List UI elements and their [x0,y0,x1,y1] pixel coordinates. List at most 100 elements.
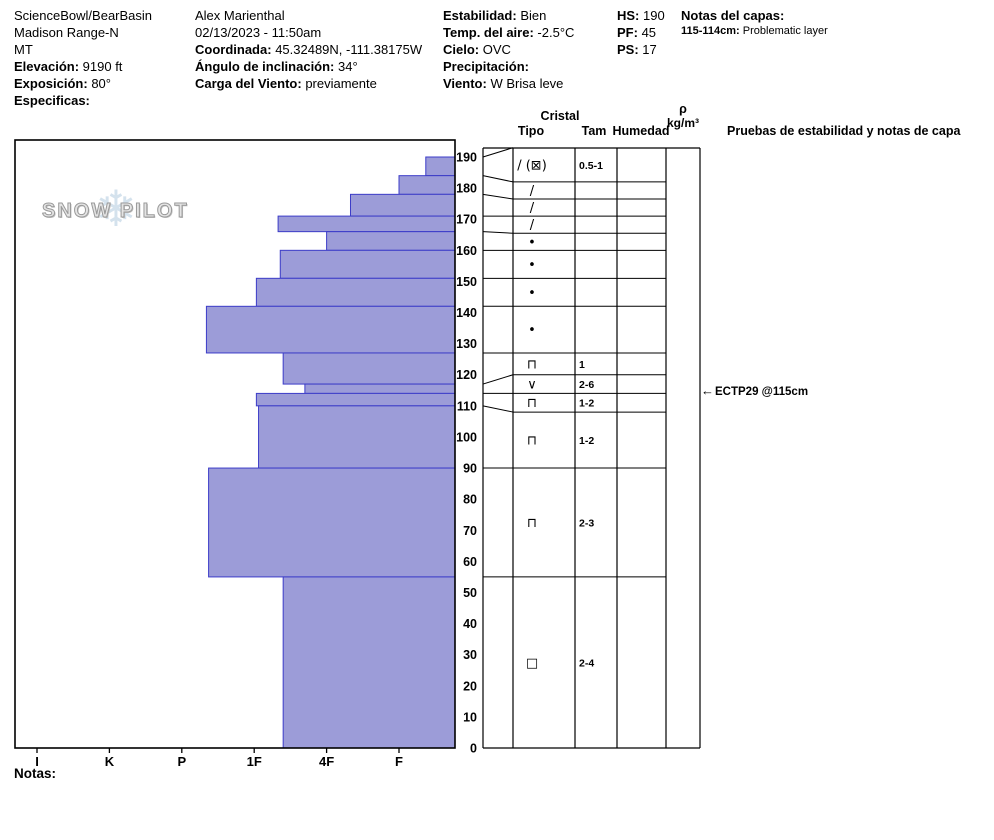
ect-result-text: ECTP29 @115cm [715,386,809,398]
snow-layer-bar [326,231,456,251]
grain-size-label: 2-3 [579,517,594,529]
observer-name: Alex Marienthal [195,7,422,24]
coordinates: Coordinada: 45.32489N, -111.38175W [195,41,422,58]
rounds-icon: • [528,323,536,338]
snowpilot-logo: ❄ SNOW PILOT [40,181,210,237]
depth-link-line [482,405,514,413]
depth-tick-label: 150 [456,275,477,289]
ps: PS: 17 [617,41,665,58]
rounding-facets-icon: ⊓ [527,357,537,372]
snow-layer-bar [255,277,456,307]
snow-layer-bar [279,249,456,279]
elevation-label: Elevación: [14,59,80,74]
depth-link-line [482,231,514,234]
tam-header: Tam [581,124,607,138]
density-units-header: kg/m³ [666,116,699,130]
wind: Viento: W Brisa leve [443,75,574,92]
layer-note: 115-114cm: Problematic layer [681,24,828,39]
elevation-value: 9190 ft [82,59,123,74]
snow-layer-bar [282,576,456,749]
rounds-icon: • [528,258,536,273]
depth-tick-label: 140 [456,306,477,320]
site-state: MT [14,41,152,58]
site-specifics: Especificas: [14,92,152,109]
sky: Cielo: OVC [443,41,574,58]
aspect-label: Exposición: [14,76,88,91]
depth-tick-label: 160 [456,244,477,258]
observation-datetime: 02/13/2023 - 11:50am [195,24,422,41]
density-symbol-header: ρ [679,102,687,116]
hardness-tick-label: I [35,754,39,769]
layer-note-text: Problematic layer [742,25,828,37]
layer-notes-title: Notas del capas: [681,7,828,24]
depth-tick-label: 130 [456,337,477,351]
ps-label: PS: [617,42,639,57]
depth-summary: HS: 190 PF: 45 PS: 17 [617,7,665,58]
depth-link-line [482,147,514,158]
grain-size-label: 1 [579,359,585,371]
pf-value: 45 [641,25,657,40]
site-name-text: ScienceBowl/BearBasin [14,8,153,23]
pf: PF: 45 [617,24,665,41]
depth-tick-label: 0 [470,742,477,756]
ect-result-annotation: ←ECTP29 @115cm [701,383,808,398]
tipo-header: Tipo [517,124,545,138]
precipitation: Precipitación: [443,58,574,75]
site-name: ScienceBowl/BearBasin [14,7,152,24]
depth-link-line [482,193,514,200]
air-temp-label: Temp. del aire: [443,25,534,40]
depth-tick-label: 100 [456,430,477,444]
stability-tests-header: Pruebas de estabilidad y notas de capa [727,124,961,138]
depth-tick-label: 80 [463,493,477,507]
site-state-text: MT [14,42,33,57]
rounds-icon: • [528,286,536,301]
decomposing-icon: / [530,184,535,199]
stability-label: Estabilidad: [443,8,517,23]
rounding-facets-icon: ⊓ [527,516,537,531]
sky-label: Cielo: [443,42,480,57]
rounds-icon: • [528,235,536,250]
depth-tick-label: 20 [463,679,477,693]
depth-tick-label: 90 [463,462,477,476]
wind-loading-value: previamente [305,76,377,91]
stability-value: Bien [520,8,547,23]
site-elevation: Elevación: 9190 ft [14,58,152,75]
grain-table: / (⊠) 0.5-1 / / / • • • • ⊓ 1 ∨ 2-6 ⊓ 1-2 ⊓ 1-2 ⊓ 2-3 □ 2-4 [482,147,701,749]
snow-layer-bar [255,392,456,407]
snow-layer-bar [205,305,456,354]
wind-value: W Brisa leve [490,76,564,91]
decomposing-icon: / [530,201,535,216]
snow-layer-bar [425,156,456,177]
site-range-text: Madison Range-N [14,25,119,40]
hardness-tick-label: 1F [247,754,262,769]
aspect-value: 80° [91,76,111,91]
logo-text: SNOW PILOT [42,200,189,223]
decomposing-icon: / [530,218,535,233]
hs: HS: 190 [617,7,665,24]
site-range: Madison Range-N [14,24,152,41]
grain-size-label: 2-6 [579,379,594,391]
snow-layer-bar [208,467,456,578]
snow-layer-bar [282,352,456,385]
hs-label: HS: [617,8,640,23]
grain-size-label: 1-2 [579,435,594,447]
hardness-tick-label: K [105,754,115,769]
depth-link-line [482,374,514,385]
depth-tick-label: 60 [463,555,477,569]
notes-label: Notas: [14,766,57,781]
stability: Estabilidad: Bien [443,7,574,24]
hardness-tick-label: 4F [319,754,334,769]
wind-loading: Carga del Viento: previamente [195,75,422,92]
depth-tick-label: 110 [457,399,477,413]
coordinates-label: Coordinada: [195,42,272,57]
wind-loading-label: Carga del Viento: [195,76,302,91]
grain-size-label: 1-2 [579,398,594,410]
snow-layer-bar [258,405,456,469]
snow-layer-bar [277,215,456,233]
decomposing-mixed-icon: / (⊠) [517,158,547,173]
depth-tick-label: 190 [456,151,477,165]
depth-tick-label: 170 [456,213,477,227]
layer-note-depth: 115-114cm: [681,25,740,37]
